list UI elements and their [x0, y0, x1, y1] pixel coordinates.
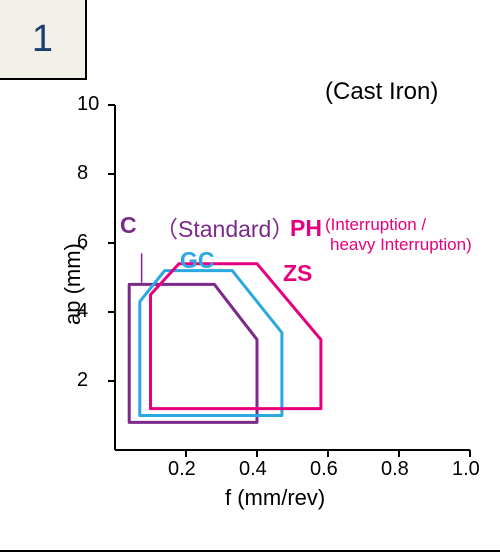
- y-tick: 10: [77, 93, 103, 116]
- x-tick: 0.2: [168, 458, 196, 481]
- y-tick: 8: [77, 162, 103, 185]
- x-axis-label: f (mm/rev): [225, 485, 325, 511]
- series-sublabel2-ph: heavy Interruption): [330, 235, 472, 255]
- x-tick: 0.8: [381, 458, 409, 481]
- x-tick: 0.6: [310, 458, 338, 481]
- x-tick: 0.4: [239, 458, 267, 481]
- x-tick: 1.0: [452, 458, 480, 481]
- series-label-gc: GC: [180, 247, 215, 274]
- series-label-zs: ZS: [283, 260, 312, 287]
- y-tick: 6: [77, 231, 103, 254]
- series-sublabel-c: （Standard）: [155, 210, 294, 244]
- series-label-c: C: [120, 212, 137, 239]
- series-label-ph: PH: [290, 215, 322, 242]
- y-tick: 4: [77, 300, 103, 323]
- series-sublabel-ph: (Interruption /: [325, 215, 426, 235]
- y-tick: 2: [77, 369, 103, 392]
